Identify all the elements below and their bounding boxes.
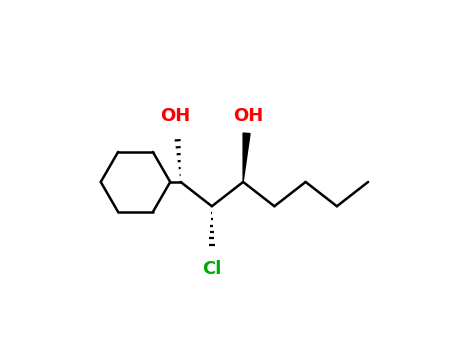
Text: Cl: Cl (202, 260, 222, 278)
Text: OH: OH (233, 107, 263, 125)
Text: OH: OH (160, 107, 191, 125)
Polygon shape (243, 133, 250, 182)
